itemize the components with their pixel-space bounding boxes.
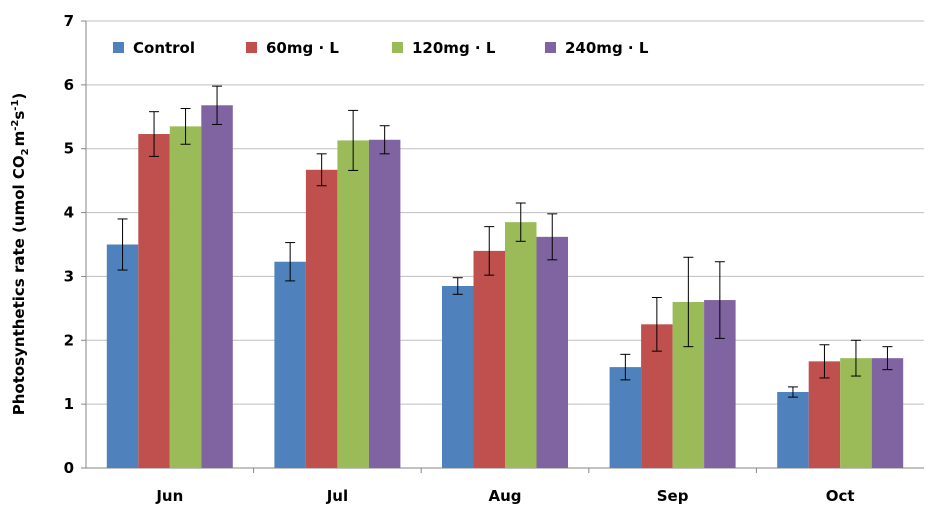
y-tick-label-5: 5 [64, 140, 74, 158]
y-axis-title-mid: m [10, 131, 28, 147]
y-tick-label-3: 3 [64, 267, 74, 285]
error-bar-sep-series-1 [651, 297, 662, 352]
error-bar-jul-series-0 [285, 242, 296, 282]
bar-sep-series-0 [609, 367, 642, 468]
error-bar-oct-series-0 [787, 386, 798, 398]
error-bar-jun-series-3 [212, 85, 223, 125]
x-tick-label-jul: Jul [326, 487, 348, 505]
x-tick-label-oct: Oct [826, 487, 855, 505]
error-bar-jun-series-0 [117, 218, 128, 271]
bar-oct-series-1 [808, 361, 841, 468]
y-tick-label-2: 2 [64, 331, 74, 349]
x-tick-label-aug: Aug [488, 487, 521, 505]
error-bar-jul-series-3 [379, 125, 390, 155]
bar-aug-series-3 [536, 236, 568, 468]
legend-swatch-0 [113, 42, 124, 53]
error-bar-jun-series-1 [149, 111, 160, 157]
bar-jul-series-3 [368, 139, 401, 468]
bar-jun-series-3 [201, 105, 233, 468]
y-tick-label-4: 4 [64, 204, 74, 222]
y-tick-label-6: 6 [64, 76, 74, 94]
legend-item-1: 60mg · L [246, 39, 339, 57]
bar-jul-series-1 [305, 169, 338, 468]
y-axis-title-mid2: s [10, 111, 28, 120]
error-bar-oct-series-3 [882, 346, 893, 371]
y-tick-label-7: 7 [64, 12, 74, 30]
legend-item-3: 240mg · L [545, 39, 649, 57]
bar-jun-series-2 [169, 126, 202, 468]
error-bars [117, 85, 893, 398]
error-bar-jul-series-2 [348, 109, 359, 171]
bars [106, 105, 904, 469]
y-axis-title: Photosynthetics rate (umol CO2m-2s-1) [10, 93, 31, 416]
y-tick-label-0: 0 [64, 459, 74, 477]
y-tick-label-1: 1 [64, 395, 74, 413]
legend-swatch-3 [545, 42, 556, 53]
error-bar-aug-series-2 [515, 202, 526, 242]
error-bar-sep-series-0 [620, 353, 631, 381]
legend-swatch-1 [246, 42, 257, 53]
error-bar-sep-series-3 [714, 261, 725, 339]
y-axis-title-sup1: -2 [10, 120, 21, 131]
error-bar-jun-series-2 [180, 107, 191, 145]
error-bar-sep-series-2 [683, 256, 694, 348]
error-bar-jul-series-1 [316, 153, 327, 187]
y-axis-title-sub: 2 [20, 148, 31, 155]
bar-jul-series-2 [337, 140, 369, 469]
error-bar-aug-series-3 [547, 213, 558, 261]
legend-item-2: 120mg · L [392, 39, 496, 57]
y-tick-labels: 0 1 2 3 4 5 6 7 [64, 12, 74, 477]
legend-label-0: Control [133, 39, 195, 57]
x-tick-labels: Jun Jul Aug Sep Oct [155, 487, 854, 505]
x-tick-label-sep: Sep [657, 487, 689, 505]
error-bar-aug-series-0 [452, 277, 463, 295]
legend-label-1: 60mg · L [266, 39, 339, 57]
error-bar-oct-series-1 [819, 344, 830, 379]
legend-item-0: Control [113, 39, 195, 57]
bar-jun-series-1 [138, 134, 170, 468]
y-axis-title-end: ) [10, 93, 28, 100]
x-tick-label-jun: Jun [155, 487, 183, 505]
bar-aug-series-0 [442, 286, 474, 468]
legend: Control 60mg · L 120mg · L 240mg · L [113, 39, 649, 57]
bar-aug-series-2 [505, 222, 537, 468]
bar-oct-series-0 [777, 392, 809, 468]
legend-label-3: 240mg · L [565, 39, 649, 57]
bar-jul-series-0 [274, 261, 306, 468]
bar-jun-series-0 [106, 244, 139, 468]
error-bar-aug-series-1 [484, 226, 495, 276]
legend-swatch-2 [392, 42, 403, 53]
bar-aug-series-1 [473, 250, 505, 468]
error-bar-oct-series-2 [850, 339, 861, 377]
y-axis-title-main: Photosynthetics rate (umol CO [10, 155, 28, 415]
bar-oct-series-3 [871, 358, 904, 468]
y-axis-title-sup2: -1 [10, 100, 21, 111]
legend-label-2: 120mg · L [412, 39, 496, 57]
